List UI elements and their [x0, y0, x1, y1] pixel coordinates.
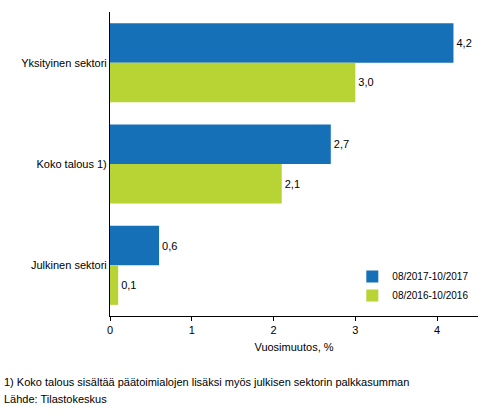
svg-text:4,2: 4,2: [456, 37, 471, 49]
svg-text:08/2016-10/2016: 08/2016-10/2016: [392, 290, 468, 301]
svg-text:Vuosimuutos, %: Vuosimuutos, %: [254, 341, 333, 353]
svg-text:2: 2: [270, 324, 276, 336]
svg-text:1) Koko talous sisältää päätoi: 1) Koko talous sisältää päätoimialojen l…: [4, 376, 409, 388]
svg-text:0,6: 0,6: [162, 240, 177, 252]
svg-text:Lähde: Tilastokeskus: Lähde: Tilastokeskus: [4, 393, 107, 405]
svg-text:08/2017-10/2017: 08/2017-10/2017: [392, 271, 468, 282]
svg-text:Yksityinen sektori: Yksityinen sektori: [21, 57, 107, 69]
svg-text:Julkinen sektori: Julkinen sektori: [31, 259, 107, 271]
svg-text:4: 4: [434, 324, 440, 336]
svg-text:0,1: 0,1: [121, 279, 136, 291]
svg-text:2,7: 2,7: [334, 138, 349, 150]
svg-text:3: 3: [352, 324, 358, 336]
svg-text:Koko talous 1): Koko talous 1): [36, 158, 106, 170]
svg-text:3,0: 3,0: [358, 76, 373, 88]
svg-text:1: 1: [189, 324, 195, 336]
svg-text:0: 0: [107, 324, 113, 336]
svg-text:2,1: 2,1: [285, 178, 300, 190]
